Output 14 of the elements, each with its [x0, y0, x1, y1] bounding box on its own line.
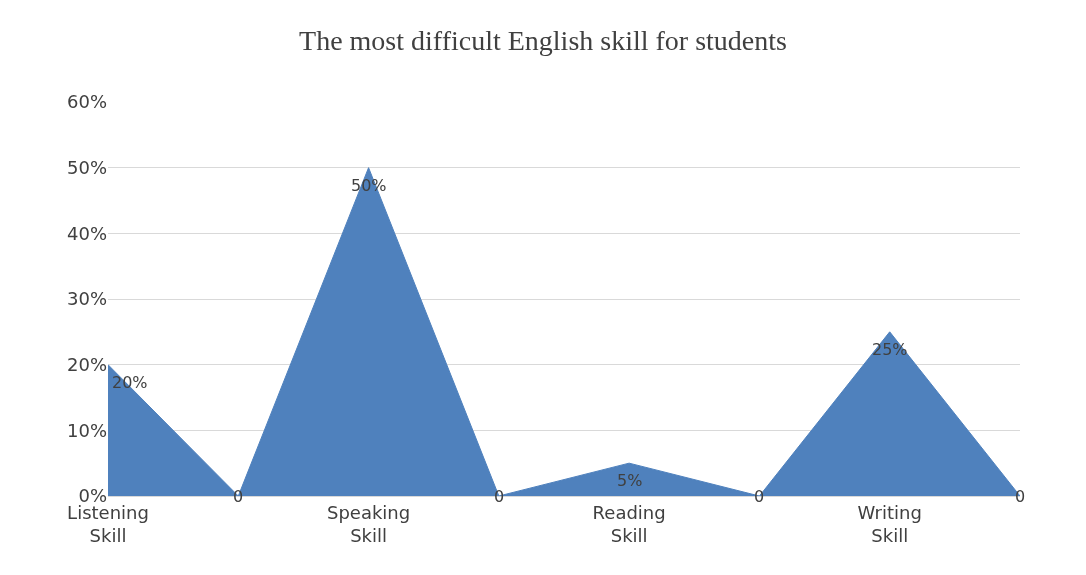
y-tick-label: 10%: [66, 419, 107, 441]
x-tick-label: Reading Skill: [592, 501, 666, 546]
y-tick-label: 50%: [66, 156, 107, 178]
data-label: 0: [1015, 487, 1026, 506]
chart-title: The most difficult English skill for students: [299, 25, 787, 57]
x-tick-label: Speaking Skill: [326, 501, 411, 546]
y-tick-label: 20%: [66, 353, 107, 375]
y-tick-label: 60%: [66, 91, 107, 113]
y-tick-label: 40%: [66, 222, 107, 244]
y-tick-label: 30%: [66, 288, 107, 310]
x-tick-label: Listening Skill: [67, 501, 149, 546]
data-label: 25%: [872, 340, 908, 359]
data-label: 5%: [617, 471, 643, 490]
x-tick-label: Writing Skill: [857, 501, 922, 546]
